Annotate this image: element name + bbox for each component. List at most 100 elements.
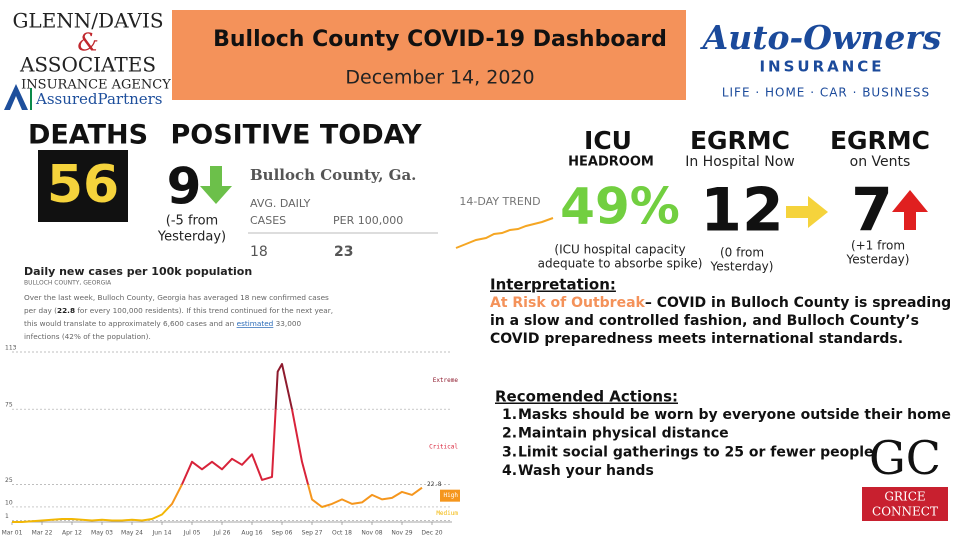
stat-sub: In Hospital Now bbox=[685, 154, 795, 170]
x-tick-label: Jul 26 bbox=[213, 530, 231, 537]
data-line bbox=[12, 363, 423, 523]
chart-title: Daily new cases per 100k population bbox=[24, 265, 252, 278]
col-header: PER 100,000 bbox=[333, 214, 403, 227]
chart-description: this would translate to approximately 6,… bbox=[24, 319, 302, 328]
stat-value: 12 bbox=[700, 176, 784, 246]
x-tick-label: Apr 12 bbox=[62, 530, 82, 537]
action-number: 4. bbox=[502, 463, 517, 479]
interpretation-text: – COVID in Bulloch County is spreading bbox=[645, 295, 951, 311]
stat-value: 56 bbox=[47, 155, 119, 215]
action-item: Masks should be worn by everyone outside… bbox=[518, 407, 951, 423]
desc-bold: 22.8 bbox=[57, 306, 75, 315]
section-heading: Interpretation: bbox=[490, 276, 616, 294]
chart-description: Over the last week, Bulloch County, Geor… bbox=[24, 293, 329, 302]
gc-box bbox=[862, 487, 948, 521]
stat-sub: HEADROOM bbox=[568, 155, 654, 170]
logo-text: Associates bbox=[19, 53, 156, 77]
zone-label: Critical bbox=[429, 443, 458, 450]
stat-value: 7 bbox=[851, 176, 893, 246]
brand-sub: INSURANCE bbox=[759, 58, 884, 76]
chart-subtitle: BULLOCH COUNTY, GEORGIA bbox=[24, 280, 112, 287]
logo-divider bbox=[30, 88, 32, 110]
stat-note: (ICU hospital capacity bbox=[554, 243, 685, 257]
desc-part: 33,000 bbox=[273, 319, 301, 328]
x-tick-label: May 03 bbox=[91, 530, 113, 537]
x-tick-label: Mar 22 bbox=[32, 530, 53, 537]
x-tick-label: May 24 bbox=[121, 530, 143, 537]
logo-amp: & bbox=[77, 29, 98, 57]
col-header: AVG. DAILY bbox=[250, 197, 311, 210]
stat-note: (0 from bbox=[720, 246, 764, 260]
zone-badge bbox=[440, 489, 460, 502]
logo-icon bbox=[4, 84, 28, 110]
col-value: 23 bbox=[334, 244, 353, 260]
action-list: 1. Masks should be worn by everyone outsi… bbox=[502, 407, 951, 479]
title-banner bbox=[172, 10, 686, 100]
stat-box bbox=[38, 150, 128, 222]
left-logo: Glenn/Davis & Associates Insurance Agenc… bbox=[4, 9, 171, 110]
col-value: 18 bbox=[250, 244, 268, 260]
side-arrow bbox=[786, 196, 828, 228]
up-arrow bbox=[892, 190, 928, 230]
interpretation-line: At Risk of Outbreak– COVID in Bulloch Co… bbox=[490, 295, 951, 311]
chart-description: per day (22.8 for every 100,000 resident… bbox=[24, 306, 333, 315]
y-tick-label: 10 bbox=[5, 499, 13, 506]
logo-text: Glenn/Davis bbox=[12, 9, 163, 33]
x-tick-label: Sep 06 bbox=[272, 530, 293, 537]
gc-text: GRICE bbox=[884, 490, 925, 504]
zone-label: High bbox=[444, 492, 459, 499]
plot: 1 10 25 75 113 Medium High Critical Extreme Mar 0… bbox=[2, 345, 460, 537]
action-item: Limit social gatherings to 25 or fewer p… bbox=[518, 444, 874, 460]
x-tick-label: Jul 05 bbox=[183, 530, 201, 537]
y-tick-label: 25 bbox=[5, 477, 13, 484]
action-item: Wash your hands bbox=[518, 463, 654, 479]
chart-description: infections (42% of the population). bbox=[24, 332, 151, 341]
interpretation-line: COVID preparedness meets international s… bbox=[490, 331, 903, 347]
title: Bulloch County COVID-19 Dashboard bbox=[213, 27, 667, 52]
x-tick-label: Nov 29 bbox=[391, 530, 412, 537]
x-tick-label: Dec 20 bbox=[421, 530, 442, 537]
trend-label: 14-DAY TREND bbox=[459, 195, 540, 208]
stat-note: (+1 from bbox=[851, 239, 905, 253]
gc-mark: GC bbox=[869, 431, 941, 485]
col-header: CASES bbox=[250, 214, 286, 227]
stat-note: (-5 from bbox=[166, 214, 218, 229]
sparkline bbox=[455, 217, 554, 249]
y-tick-label: 75 bbox=[5, 402, 13, 409]
desc-part: this would translate to approximately 6,… bbox=[24, 319, 237, 328]
stat-label: EGRMC bbox=[690, 126, 790, 155]
x-tick-label: Aug 16 bbox=[241, 530, 262, 537]
risk-level: At Risk of Outbreak bbox=[490, 295, 646, 311]
stat-note: Yesterday) bbox=[846, 253, 910, 267]
x-tick-label: Sep 27 bbox=[302, 530, 323, 537]
down-arrow bbox=[200, 166, 232, 204]
desc-link[interactable]: estimated bbox=[237, 319, 274, 328]
brand-name: Auto-Owners bbox=[700, 18, 942, 57]
action-item: Maintain physical distance bbox=[518, 426, 729, 442]
y-tick-label: 1 bbox=[5, 513, 9, 520]
date: December 14, 2020 bbox=[345, 67, 534, 89]
stat-label: DEATHS bbox=[28, 120, 148, 151]
logo-text: AssuredPartners bbox=[35, 90, 163, 108]
gc-text: CONNECT bbox=[872, 505, 938, 519]
y-tick-label: 113 bbox=[5, 345, 17, 352]
x-tick-label: Mar 01 bbox=[2, 530, 23, 537]
stat-sub: on Vents bbox=[850, 154, 911, 170]
stat-value: 49% bbox=[560, 178, 680, 236]
desc-part: per day ( bbox=[24, 306, 57, 315]
x-tick-label: Nov 08 bbox=[361, 530, 382, 537]
action-number: 2. bbox=[502, 426, 517, 442]
desc-part: for every 100,000 residents). If this tr… bbox=[75, 306, 333, 315]
value-label: 22.8 bbox=[427, 481, 442, 488]
stat-label: EGRMC bbox=[830, 126, 930, 155]
x-tick-label: Oct 18 bbox=[332, 530, 352, 537]
brand-tagline: LIFE · HOME · CAR · BUSINESS bbox=[722, 86, 930, 100]
x-tick-label: Jun 14 bbox=[152, 530, 172, 537]
county-name: Bulloch County, Ga. bbox=[250, 166, 416, 184]
zone-label: Extreme bbox=[433, 377, 459, 384]
logo-text: Insurance Agency bbox=[21, 78, 171, 93]
interpretation-line: in a slow and controlled fashion, and Bu… bbox=[490, 313, 919, 329]
stat-note: Yesterday) bbox=[157, 230, 226, 245]
section-heading: Recomended Actions: bbox=[495, 388, 678, 406]
